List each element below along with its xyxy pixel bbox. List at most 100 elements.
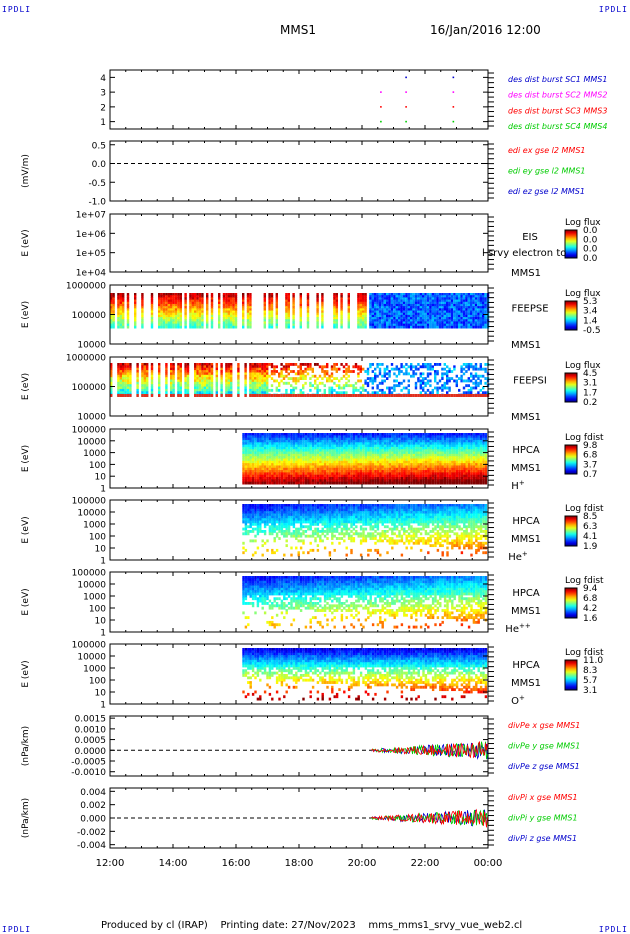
heatmap-cell [326, 456, 329, 459]
heatmap-cell [321, 435, 324, 439]
heatmap-cell [378, 295, 382, 298]
heatmap-cell [422, 388, 425, 392]
heatmap-cell [117, 374, 120, 378]
heatmap-cell [230, 370, 233, 373]
heatmap-cell [165, 384, 168, 388]
heatmap-cell [141, 388, 144, 392]
heatmap-cell [367, 437, 370, 441]
heatmap-cell [400, 467, 404, 471]
heatmap-cell [316, 444, 320, 448]
heatmap-cell [266, 374, 269, 378]
heatmap-cell [407, 394, 410, 397]
heatmap-cell [172, 321, 175, 325]
heatmap-cell [314, 439, 317, 443]
heatmap-cell [160, 308, 163, 311]
heatmap-cell [338, 386, 341, 390]
heatmap-cell [251, 372, 254, 376]
heatmap-cell [364, 442, 368, 446]
heatmap-cell [386, 474, 389, 478]
heatmap-cell [388, 458, 392, 462]
heatmap-cell [295, 477, 298, 480]
heatmap-cell [254, 437, 257, 441]
heatmap-cell [271, 467, 274, 471]
heatmap-cell [391, 470, 394, 473]
heatmap-cell [285, 363, 288, 366]
heatmap-cell [347, 367, 350, 371]
heatmap-cell [314, 463, 317, 466]
heatmap-cell [412, 370, 415, 373]
heatmap-cell [196, 374, 199, 378]
heatmap-cell [220, 367, 223, 371]
heatmap-cell [198, 312, 202, 316]
heatmap-cell [263, 299, 266, 303]
heatmap-cell [278, 465, 281, 469]
heatmap-cell [136, 384, 139, 388]
heatmap-cell [376, 433, 380, 436]
heatmap-cell [249, 394, 252, 397]
heatmap-cell [136, 394, 139, 397]
heatmap-cell [362, 310, 365, 314]
heatmap-cell [232, 301, 235, 305]
heatmap-cell [465, 317, 468, 320]
heatmap-cell [227, 317, 230, 320]
heatmap-cell [287, 314, 290, 318]
heatmap-cell [302, 433, 305, 436]
heatmap-cell [347, 317, 350, 320]
heatmap-cell [297, 470, 300, 473]
heatmap-cell [458, 325, 461, 329]
heatmap-cell [441, 394, 444, 397]
heatmap-cell [453, 297, 456, 301]
heatmap-cell [254, 479, 257, 483]
heatmap-cell [340, 446, 344, 450]
heatmap-cell [225, 299, 228, 303]
heatmap-cell [297, 379, 300, 383]
heatmap-cell [270, 312, 274, 316]
heatmap-cell [460, 306, 463, 309]
heatmap-cell [386, 386, 389, 390]
heatmap-cell [271, 463, 274, 466]
heatmap-cell [297, 456, 300, 459]
heatmap-cell [136, 388, 139, 392]
heatmap-cell [110, 394, 113, 397]
heatmap-cell [273, 444, 276, 448]
heatmap-cell [314, 435, 317, 439]
heatmap-cell [484, 363, 487, 366]
heatmap-cell [343, 435, 346, 439]
heatmap-cell [263, 477, 267, 480]
heatmap-cell [371, 312, 374, 316]
heatmap-cell [410, 310, 413, 314]
heatmap-cell [112, 317, 115, 320]
heatmap-cell [198, 394, 202, 397]
heatmap-cell [369, 470, 372, 473]
heatmap-cell [268, 306, 271, 309]
heatmap-cell [208, 363, 211, 366]
heatmap-cell [405, 303, 408, 307]
heatmap-cell [340, 479, 344, 483]
heatmap-cell [352, 460, 356, 464]
heatmap-cell [222, 303, 226, 307]
heatmap-cell [234, 303, 238, 307]
heatmap-cell [388, 446, 392, 450]
heatmap-cell [254, 391, 257, 395]
heatmap-cell [122, 293, 125, 296]
heatmap-cell [311, 367, 314, 371]
heatmap-cell [393, 470, 396, 473]
heatmap-cell [215, 384, 218, 388]
heatmap-cell [383, 374, 386, 378]
y-tick-label: 10000 [77, 341, 106, 351]
heatmap-cell [287, 465, 291, 469]
heatmap-cell [400, 479, 404, 483]
heatmap-cell [470, 293, 473, 296]
heatmap-cell [450, 306, 454, 309]
heatmap-cell [225, 317, 228, 320]
heatmap-cell [249, 388, 252, 392]
heatmap-cell [191, 314, 194, 318]
heatmap-cell [172, 303, 175, 307]
heatmap-cell [338, 449, 341, 453]
heatmap-cell [254, 365, 257, 369]
heatmap-cell [467, 308, 470, 311]
heatmap-cell [369, 299, 372, 303]
heatmap-cell [398, 293, 401, 296]
heatmap-cell [110, 391, 113, 395]
heatmap-cell [309, 437, 312, 441]
